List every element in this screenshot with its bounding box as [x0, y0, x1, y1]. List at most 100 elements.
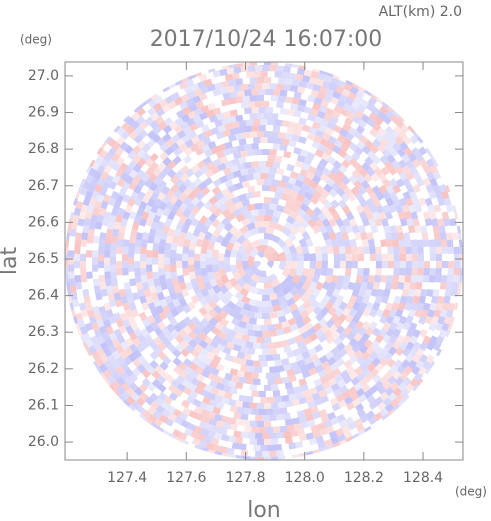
echo-cell: [220, 325, 231, 335]
echo-cell: [130, 321, 139, 331]
echo-cell: [247, 167, 256, 175]
echo-cell: [187, 321, 197, 332]
echo-cell: [320, 395, 330, 404]
echo-cell: [134, 261, 141, 269]
echo-cell: [428, 274, 436, 283]
echo-cell: [94, 312, 103, 322]
echo-cell: [289, 286, 300, 297]
echo-cell: [242, 95, 251, 103]
echo-cell: [395, 204, 404, 214]
echo-cell: [355, 125, 366, 135]
echo-cell: [203, 303, 213, 313]
echo-cell: [310, 405, 319, 414]
echo-cell: [145, 324, 155, 334]
echo-cell: [145, 295, 154, 305]
echo-cell: [116, 126, 126, 137]
echo-cell: [168, 392, 179, 402]
echo-cell: [371, 327, 381, 337]
echo-cell: [160, 281, 168, 291]
echo-cell: [239, 346, 249, 354]
echo-cell: [385, 184, 395, 195]
echo-cell: [212, 88, 221, 97]
echo-cell: [453, 211, 462, 220]
echo-cell: [320, 360, 331, 370]
echo-cell: [388, 346, 398, 356]
echo-cell: [173, 285, 182, 294]
echo-cell: [284, 132, 293, 141]
echo-cell: [438, 225, 446, 234]
echo-cell: [439, 309, 448, 318]
echo-cell: [405, 353, 415, 363]
echo-cell: [80, 253, 87, 261]
echo-cell: [339, 253, 346, 261]
echo-cell: [284, 261, 292, 270]
echo-cell: [205, 404, 215, 413]
echo-cell: [417, 261, 424, 269]
echo-cell: [129, 235, 137, 244]
echo-cell: [296, 86, 306, 94]
echo-cell: [141, 231, 150, 241]
echo-cell: [251, 89, 259, 96]
echo-cell: [182, 253, 189, 261]
echo-cell: [372, 198, 382, 208]
echo-cell: [138, 383, 149, 393]
echo-cell: [247, 65, 256, 72]
echo-cell: [254, 414, 263, 421]
echo-cell: [170, 204, 180, 215]
echo-cell: [175, 343, 185, 353]
y-tick-label: 26.8: [28, 141, 59, 157]
echo-cell: [238, 138, 247, 146]
echo-cell: [410, 239, 418, 248]
echo-cell: [228, 134, 237, 142]
echo-cell: [415, 359, 425, 370]
echo-cell: [379, 357, 389, 367]
echo-cell: [319, 86, 328, 95]
subtitle: ALT(km) 2.0: [379, 4, 462, 20]
echo-cell: [361, 217, 370, 227]
echo-cell: [330, 238, 339, 248]
echo-cell: [162, 338, 172, 348]
echo-cell: [249, 113, 258, 120]
echo-cell: [96, 214, 105, 223]
echo-cell: [137, 288, 145, 297]
echo-cell: [353, 231, 362, 241]
echo-cell: [147, 235, 155, 244]
echo-cell: [142, 409, 152, 419]
echo-cell: [126, 395, 136, 406]
echo-cell: [236, 369, 245, 378]
echo-cell: [176, 130, 187, 140]
echo-cell: [197, 80, 206, 89]
echo-cell: [306, 326, 317, 336]
echo-cell: [345, 301, 355, 311]
echo-cell: [357, 326, 367, 337]
echo-cell: [218, 309, 229, 319]
echo-cell: [180, 164, 190, 174]
echo-cell: [321, 261, 328, 269]
echo-cell: [381, 253, 388, 261]
echo-cell: [231, 72, 240, 80]
echo-cell: [223, 222, 234, 232]
echo-cell: [104, 338, 114, 348]
echo-cell: [99, 325, 108, 335]
echo-cell: [371, 106, 381, 116]
echo-cell: [393, 253, 400, 261]
echo-cell: [131, 112, 141, 122]
echo-cell: [147, 98, 158, 108]
echo-cell: [185, 78, 195, 88]
echo-cell: [432, 342, 442, 352]
echo-cell: [192, 284, 201, 294]
echo-cell: [245, 191, 254, 200]
echo-cell: [437, 197, 446, 207]
echo-cell: [310, 108, 319, 117]
echo-cell: [274, 395, 283, 403]
echo-cell: [167, 169, 177, 179]
echo-cell: [105, 278, 112, 287]
echo-cell: [116, 385, 126, 396]
echo-cell: [256, 300, 264, 307]
echo-cell: [314, 184, 325, 194]
echo-cell: [359, 414, 370, 424]
echo-cell: [152, 298, 162, 308]
echo-cell: [291, 134, 300, 142]
echo-cell: [282, 326, 292, 335]
echo-cell: [235, 114, 244, 122]
